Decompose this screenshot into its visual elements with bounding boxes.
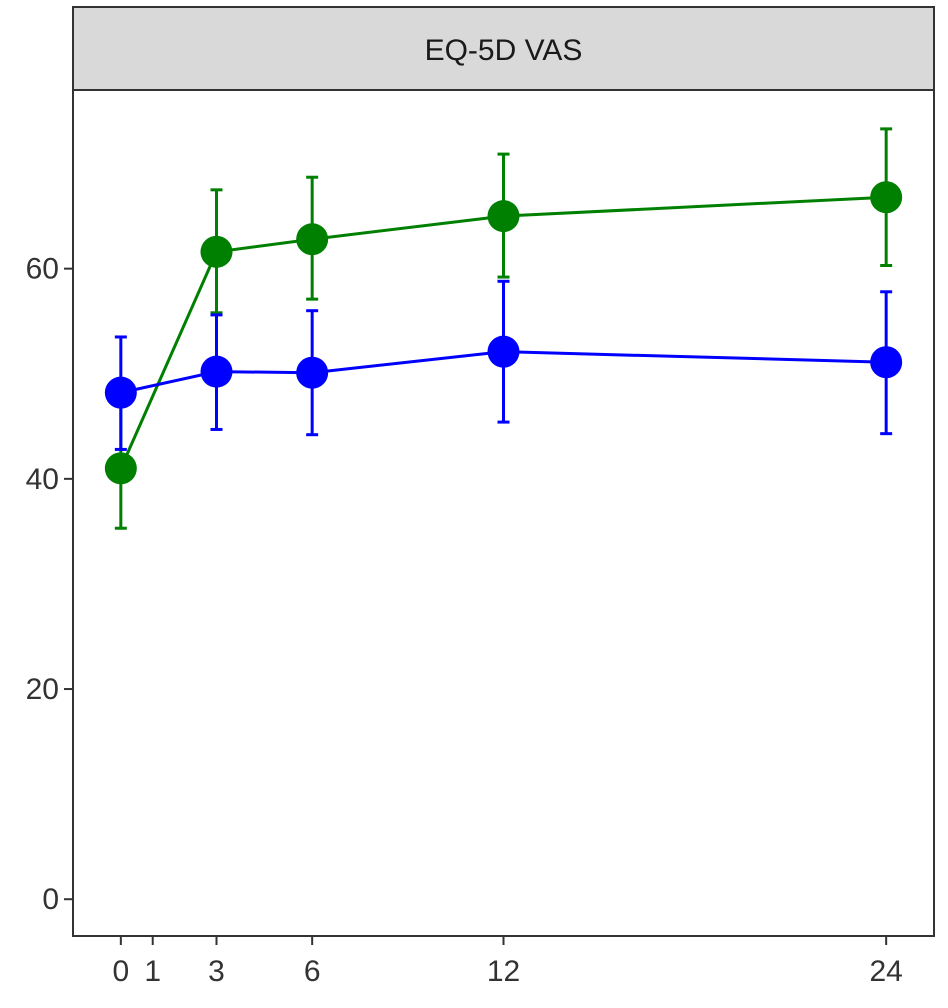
y-tick-label: 20 [26, 673, 59, 706]
data-point [104, 452, 137, 485]
data-point [296, 223, 329, 256]
x-tick-label: 3 [208, 955, 225, 988]
series-1 [104, 127, 903, 530]
x-tick-label: 1 [144, 955, 161, 988]
x-tick-label: 12 [487, 955, 520, 988]
chart-title: EQ-5D VAS [425, 34, 583, 67]
y-tick-label: 0 [42, 883, 59, 916]
data-point [487, 200, 520, 233]
data-point [296, 356, 329, 389]
x-tick-label: 0 [112, 955, 129, 988]
y-tick-label: 40 [26, 463, 59, 496]
series-2 [104, 279, 903, 451]
series-layer [104, 127, 903, 530]
data-point [104, 376, 137, 409]
x-tick-label: 24 [869, 955, 902, 988]
data-point [870, 346, 903, 379]
data-point [487, 335, 520, 368]
x-axis: 0 1 3 6 12 24 [112, 936, 903, 988]
data-point [200, 355, 233, 388]
data-point [200, 235, 233, 268]
data-point [870, 181, 903, 214]
facet-strip [72, 6, 935, 91]
y-axis: 0 20 40 60 [26, 253, 73, 916]
y-tick-label: 60 [26, 253, 59, 286]
x-tick-label: 6 [304, 955, 321, 988]
